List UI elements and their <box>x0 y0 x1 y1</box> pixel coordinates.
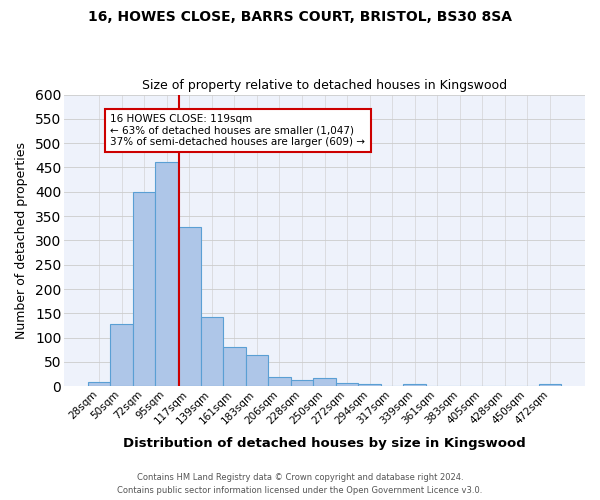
Bar <box>268 376 291 386</box>
Bar <box>358 384 381 386</box>
X-axis label: Distribution of detached houses by size in Kingswood: Distribution of detached houses by size … <box>123 437 526 450</box>
Bar <box>245 354 268 386</box>
Bar <box>155 162 178 386</box>
Bar <box>336 383 358 386</box>
Bar <box>178 227 200 386</box>
Bar <box>200 316 223 386</box>
Bar <box>88 382 110 386</box>
Bar <box>110 324 133 386</box>
Bar <box>291 380 313 386</box>
Bar <box>539 384 562 386</box>
Y-axis label: Number of detached properties: Number of detached properties <box>15 142 28 339</box>
Bar <box>313 378 336 386</box>
Text: Contains HM Land Registry data © Crown copyright and database right 2024.
Contai: Contains HM Land Registry data © Crown c… <box>118 474 482 495</box>
Bar <box>403 384 426 386</box>
Bar <box>223 348 245 387</box>
Title: Size of property relative to detached houses in Kingswood: Size of property relative to detached ho… <box>142 79 507 92</box>
Bar <box>133 192 155 386</box>
Text: 16, HOWES CLOSE, BARRS COURT, BRISTOL, BS30 8SA: 16, HOWES CLOSE, BARRS COURT, BRISTOL, B… <box>88 10 512 24</box>
Text: 16 HOWES CLOSE: 119sqm
← 63% of detached houses are smaller (1,047)
37% of semi-: 16 HOWES CLOSE: 119sqm ← 63% of detached… <box>110 114 365 147</box>
